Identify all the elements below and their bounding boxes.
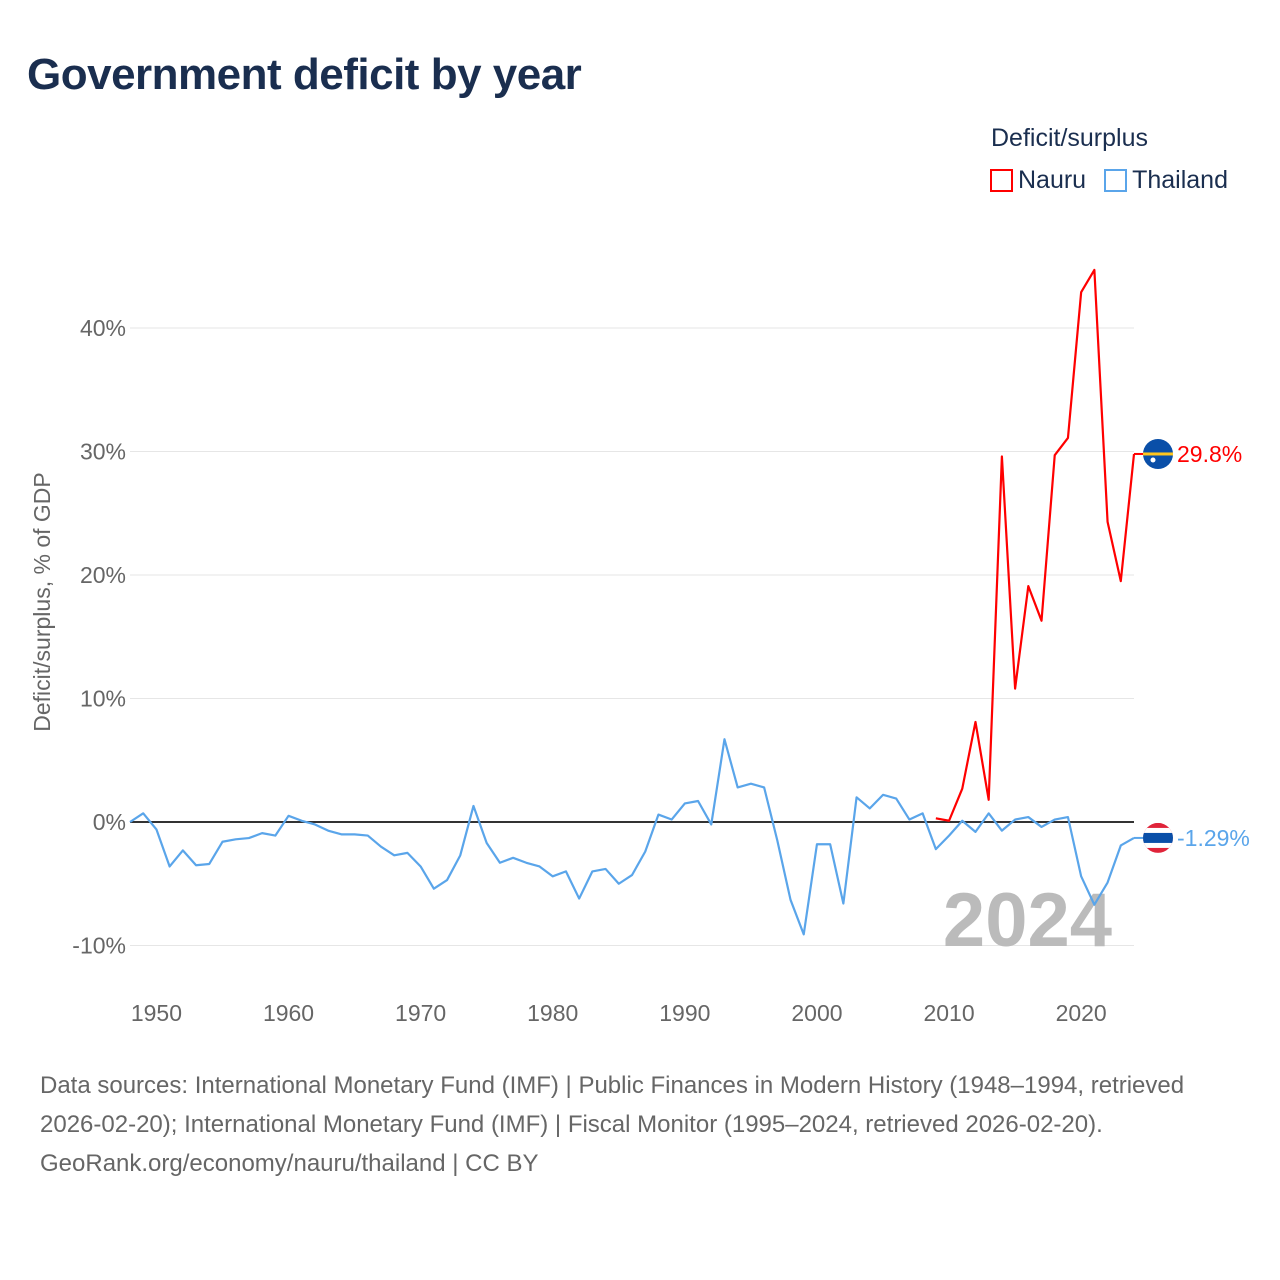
- y-tick-label: -10%: [72, 933, 126, 959]
- y-tick-label: 0%: [93, 809, 126, 835]
- legend-item-thailand[interactable]: Thailand: [1104, 166, 1228, 195]
- x-tick-label: 1960: [263, 1000, 314, 1026]
- series-line-thailand[interactable]: [129, 738, 1135, 936]
- legend-swatch-nauru: [990, 169, 1013, 192]
- x-tick-label: 1990: [659, 1000, 710, 1026]
- footer: Data sources: International Monetary Fun…: [40, 1066, 1240, 1183]
- x-tick-label: 1950: [131, 1000, 182, 1026]
- x-tick-label: 2020: [1056, 1000, 1107, 1026]
- y-tick-label: 10%: [80, 686, 126, 712]
- y-axis-label: Deficit/surplus, % of GDP: [29, 472, 55, 731]
- y-tick-label: 30%: [80, 439, 126, 465]
- x-tick-label: 2010: [923, 1000, 974, 1026]
- legend: Nauru Thailand: [990, 166, 1228, 195]
- legend-label-thailand: Thailand: [1132, 166, 1228, 194]
- end-label-nauru: 29.8%: [1177, 441, 1242, 467]
- legend-label-nauru: Nauru: [1018, 166, 1087, 194]
- chart-title: Government deficit by year: [27, 50, 582, 99]
- legend-item-nauru[interactable]: Nauru: [990, 166, 1086, 195]
- end-label-thailand: -1.29%: [1177, 825, 1250, 851]
- y-tick-label: 20%: [80, 562, 126, 588]
- x-tick-label: 1980: [527, 1000, 578, 1026]
- x-tick-label: 1970: [395, 1000, 446, 1026]
- flag-nauru-icon: [1143, 438, 1173, 469]
- y-tick-label: 40%: [80, 315, 126, 341]
- data-sources: Data sources: International Monetary Fun…: [40, 1072, 1185, 1138]
- x-tick-label: 2000: [791, 1000, 842, 1026]
- year-watermark: 2024: [943, 878, 1112, 963]
- legend-swatch-thailand: [1104, 169, 1128, 192]
- legend-title: Deficit/surplus: [991, 124, 1148, 152]
- flag-thailand-icon: [1143, 822, 1173, 853]
- series-line-nauru[interactable]: [935, 268, 1136, 822]
- credit-link[interactable]: GeoRank.org/economy/nauru/thailand | CC …: [40, 1150, 539, 1177]
